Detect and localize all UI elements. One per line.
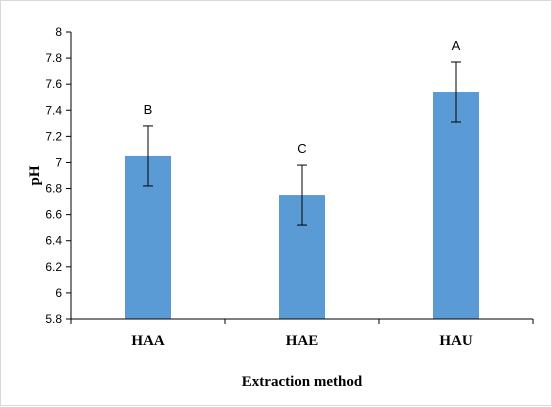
y-tick-label: 7.4	[45, 103, 62, 117]
significance-letter: C	[297, 141, 306, 156]
y-tick-label: 6.4	[45, 234, 62, 248]
y-tick-label: 5.8	[45, 312, 62, 326]
y-tick-label: 7.8	[45, 51, 62, 65]
error-bars-group	[143, 61, 461, 226]
significance-letters-group: B C A	[144, 38, 461, 156]
y-tick-label: 8	[55, 25, 62, 39]
bar-hau	[433, 92, 479, 319]
significance-letter: A	[452, 38, 461, 53]
x-category-label: HAA	[131, 333, 165, 349]
y-axis-title: pH	[27, 165, 43, 185]
y-tick-label: 7	[55, 155, 62, 169]
y-tick-label: 6.2	[45, 260, 62, 274]
y-axis-ticks: 5.8 6 6.2 6.4 6.6 6.8 7 7.2 7.4 7.6 7.8 8	[45, 25, 71, 326]
x-category-label: HAU	[439, 333, 473, 349]
x-category-label: HAE	[286, 333, 319, 349]
y-tick-label: 7.2	[45, 129, 62, 143]
y-tick-label: 6.8	[45, 182, 62, 196]
y-tick-label: 6	[55, 286, 62, 300]
x-axis-title: Extraction method	[242, 374, 363, 390]
significance-letter: B	[144, 102, 153, 117]
y-tick-label: 6.6	[45, 208, 62, 222]
x-axis-categories: HAA HAE HAU	[70, 319, 534, 349]
y-tick-label: 7.6	[45, 77, 62, 91]
